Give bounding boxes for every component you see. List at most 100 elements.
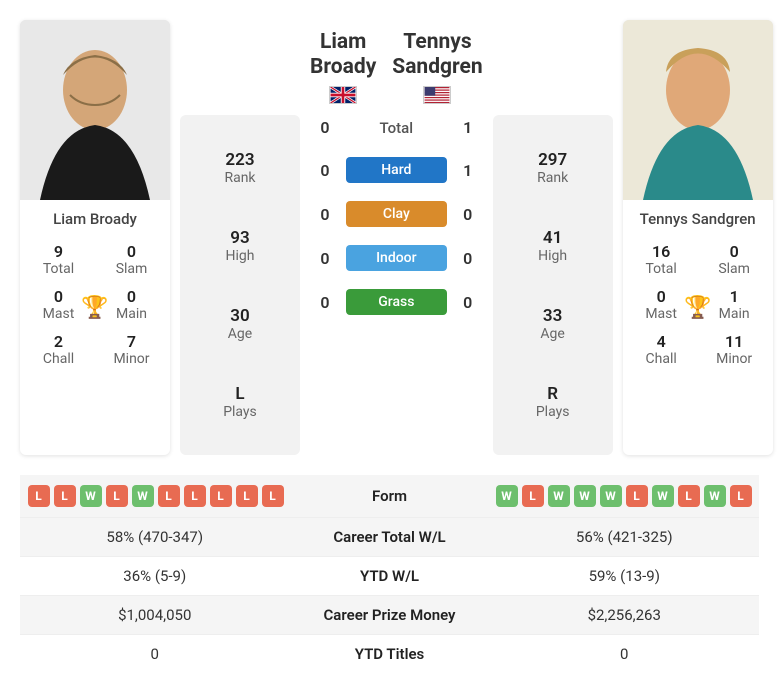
surface-pill[interactable]: Hard <box>346 157 447 183</box>
form-dot: L <box>28 485 50 507</box>
p1-titles-total: 9Total <box>22 242 95 277</box>
form-dot: W <box>600 485 622 507</box>
player2-header-name: Tennys Sandgren <box>392 30 482 80</box>
h2h-total-p1: 0 <box>310 118 340 137</box>
form-dot: L <box>54 485 76 507</box>
form-dot: L <box>262 485 284 507</box>
player2-name-label: Tennys Sandgren <box>623 200 773 238</box>
p1-career-wl: 58% (470-347) <box>20 518 290 557</box>
p2-plays: RPlays <box>493 384 613 420</box>
form-dot: W <box>80 485 102 507</box>
p1-rank: 223Rank <box>180 150 300 186</box>
label-form: Form <box>290 475 490 518</box>
label-prize: Career Prize Money <box>290 596 490 635</box>
label-ytd-titles: YTD Titles <box>290 635 490 674</box>
player2-card: Tennys Sandgren 16Total 0Slam 0Mast 1Mai… <box>623 20 773 455</box>
p2-age: 33Age <box>493 306 613 342</box>
row-ytd-wl: 36% (5-9) YTD W/L 59% (13-9) <box>20 557 759 596</box>
form-dot: W <box>652 485 674 507</box>
player1-header-name: Liam Broady <box>310 30 376 80</box>
player1-titles: 9Total 0Slam 0Mast 0Main 2Chall 7Minor 🏆 <box>20 238 170 377</box>
p1-titles-slam: 0Slam <box>95 242 168 277</box>
surface-p1-score: 0 <box>310 161 340 180</box>
surface-p2-score: 0 <box>453 293 483 312</box>
form-dot: W <box>704 485 726 507</box>
row-prize: $1,004,050 Career Prize Money $2,256,263 <box>20 596 759 635</box>
p2-ytd-titles: 0 <box>490 635 760 674</box>
stats-table: LLWLWLLLLL Form WLWWWLWLWL 58% (470-347)… <box>20 475 759 673</box>
trophy-icon: 🏆 <box>684 295 711 320</box>
p1-plays: LPlays <box>180 384 300 420</box>
form-dot: W <box>496 485 518 507</box>
surface-pill[interactable]: Clay <box>346 201 447 227</box>
p1-titles-chall: 2Chall <box>22 332 95 367</box>
p1-age: 30Age <box>180 306 300 342</box>
h2h-total-label: Total <box>346 119 447 137</box>
surface-p2-score: 1 <box>453 161 483 180</box>
h2h-total-row: 0 Total 1 <box>310 118 483 137</box>
form-dot: W <box>548 485 570 507</box>
flag-gb-icon <box>329 86 357 104</box>
p1-ytd-wl: 36% (5-9) <box>20 557 290 596</box>
player2-photo <box>623 20 773 200</box>
h2h-surfaces: 0 Hard 1 0 Clay 0 0 Indoor 0 0 Grass 0 <box>310 157 483 315</box>
p2-ytd-wl: 59% (13-9) <box>490 557 760 596</box>
form-dot: L <box>678 485 700 507</box>
player1-name-label: Liam Broady <box>20 200 170 238</box>
surface-row-grass: 0 Grass 0 <box>310 289 483 315</box>
p2-form: WLWWWLWLWL <box>496 485 754 507</box>
surface-row-indoor: 0 Indoor 0 <box>310 245 483 271</box>
surface-p1-score: 0 <box>310 205 340 224</box>
form-dot: W <box>574 485 596 507</box>
p2-high: 41High <box>493 228 613 264</box>
p2-titles-total: 16Total <box>625 242 698 277</box>
player1-photo <box>20 20 170 200</box>
row-ytd-titles: 0 YTD Titles 0 <box>20 635 759 674</box>
form-dot: L <box>730 485 752 507</box>
p2-career-wl: 56% (421-325) <box>490 518 760 557</box>
row-career-wl: 58% (470-347) Career Total W/L 56% (421-… <box>20 518 759 557</box>
surface-row-hard: 0 Hard 1 <box>310 157 483 183</box>
surface-p2-score: 0 <box>453 205 483 224</box>
player1-info-card: 223Rank 93High 30Age LPlays <box>180 115 300 455</box>
form-dot: L <box>626 485 648 507</box>
player2-titles: 16Total 0Slam 0Mast 1Main 4Chall 11Minor… <box>623 238 773 377</box>
player1-header: Liam Broady <box>310 30 376 104</box>
player1-card: Liam Broady 9Total 0Slam 0Mast 0Main 2Ch… <box>20 20 170 455</box>
player2-header: Tennys Sandgren <box>392 30 482 104</box>
p2-titles-chall: 4Chall <box>625 332 698 367</box>
form-dot: L <box>184 485 206 507</box>
form-dot: L <box>158 485 180 507</box>
flag-us-icon <box>423 86 451 104</box>
surface-p1-score: 0 <box>310 293 340 312</box>
p2-titles-slam: 0Slam <box>698 242 771 277</box>
surface-pill[interactable]: Indoor <box>346 245 447 271</box>
player2-info-card: 297Rank 41High 33Age RPlays <box>493 115 613 455</box>
form-dot: L <box>522 485 544 507</box>
player2-avatar <box>623 20 773 200</box>
p1-form: LLWLWLLLLL <box>26 485 284 507</box>
label-ytd-wl: YTD W/L <box>290 557 490 596</box>
comparison-grid: Liam Broady 9Total 0Slam 0Mast 0Main 2Ch… <box>20 20 759 455</box>
label-career-wl: Career Total W/L <box>290 518 490 557</box>
p2-rank: 297Rank <box>493 150 613 186</box>
row-form: LLWLWLLLLL Form WLWWWLWLWL <box>20 475 759 518</box>
trophy-icon: 🏆 <box>81 295 108 320</box>
p2-titles-minor: 11Minor <box>698 332 771 367</box>
h2h-total-p2: 1 <box>453 118 483 137</box>
p1-prize: $1,004,050 <box>20 596 290 635</box>
surface-p1-score: 0 <box>310 249 340 268</box>
form-dot: W <box>132 485 154 507</box>
form-dot: L <box>210 485 232 507</box>
form-dot: L <box>236 485 258 507</box>
p2-prize: $2,256,263 <box>490 596 760 635</box>
h2h-center: Liam Broady Tennys Sandgren 0 Total 1 0H… <box>310 20 483 455</box>
surface-p2-score: 0 <box>453 249 483 268</box>
surface-row-clay: 0 Clay 0 <box>310 201 483 227</box>
form-dot: L <box>106 485 128 507</box>
p1-titles-minor: 7Minor <box>95 332 168 367</box>
p1-high: 93High <box>180 228 300 264</box>
header-names: Liam Broady Tennys Sandgren <box>310 30 483 104</box>
p1-ytd-titles: 0 <box>20 635 290 674</box>
surface-pill[interactable]: Grass <box>346 289 447 315</box>
